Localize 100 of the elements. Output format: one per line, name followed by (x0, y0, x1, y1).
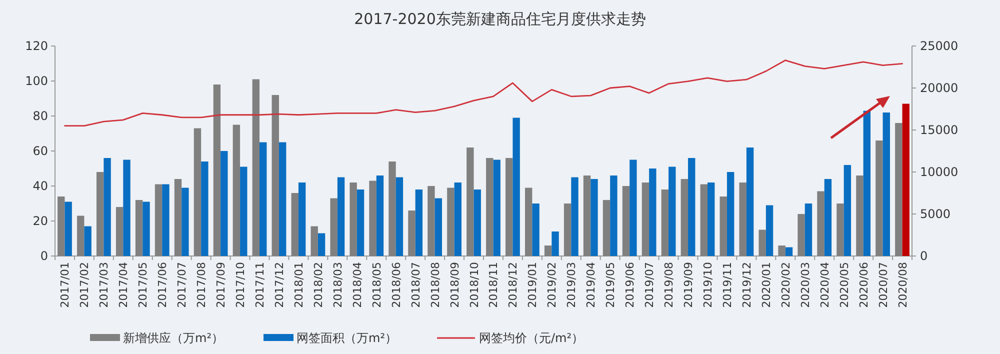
bar (512, 118, 520, 256)
bar (474, 190, 481, 256)
bar (524, 188, 532, 256)
bar (642, 182, 650, 256)
bar (77, 216, 84, 256)
bar (194, 128, 202, 256)
bar (240, 166, 248, 256)
bar (824, 179, 832, 256)
bar (415, 190, 423, 256)
bar (564, 204, 572, 256)
bar (466, 148, 474, 256)
bar (707, 182, 715, 256)
x-tick-label: 2018/08 (428, 262, 442, 308)
x-tick-label: 2019/09 (682, 262, 696, 308)
legend-label: 新增供应（万m²） (123, 331, 224, 345)
x-tick-label: 2020/03 (798, 262, 812, 308)
bar (388, 162, 396, 256)
x-tick-label: 2017/09 (214, 262, 228, 308)
bar (785, 247, 793, 256)
x-tick-label: 2017/01 (58, 262, 72, 308)
x-tick-label: 2018/10 (468, 262, 481, 308)
bar (310, 226, 318, 256)
bar (182, 188, 189, 256)
bar (798, 214, 805, 256)
legend: 网签面积（万m²） (264, 331, 397, 345)
bar (104, 158, 111, 256)
bar (583, 176, 591, 256)
bar (882, 112, 890, 256)
bar (817, 191, 824, 256)
x-tick-label: 2020/01 (760, 262, 773, 308)
bar (350, 182, 357, 256)
bar (610, 176, 618, 256)
bar (602, 200, 610, 256)
legend-label: 网签面积（万m²） (296, 331, 397, 345)
bar (84, 226, 92, 256)
bar (622, 186, 630, 256)
x-tick-label: 2017/10 (234, 262, 248, 308)
x-tick-label: 2019/12 (740, 262, 754, 308)
bar (649, 168, 656, 256)
bar (778, 246, 786, 256)
bar (758, 230, 766, 256)
x-tick-label: 2018/03 (331, 262, 344, 308)
bar (220, 151, 228, 256)
bar (96, 172, 104, 256)
bar (486, 158, 494, 256)
bar (318, 233, 326, 256)
bar (232, 124, 240, 256)
bar (630, 160, 637, 256)
legend: 网签均价（元/m²） (437, 331, 584, 345)
bar (700, 184, 708, 256)
x-tick-label: 2020/02 (779, 262, 792, 308)
x-tick-label: 2019/07 (643, 262, 656, 308)
x-tick-label: 2019/08 (662, 262, 676, 308)
bar (272, 95, 279, 256)
x-tick-label: 2019/06 (624, 262, 637, 308)
x-tick-label: 2018/06 (390, 262, 403, 308)
bar (454, 182, 462, 256)
bar (844, 165, 852, 256)
bar (298, 182, 306, 256)
x-tick-label: 2018/12 (506, 262, 520, 308)
x-tick-label: 2017/02 (78, 262, 92, 308)
bar (376, 176, 384, 256)
x-tick-label: 2017/12 (272, 262, 286, 308)
x-tick-label: 2019/04 (584, 262, 598, 308)
bar (876, 140, 883, 256)
y-tick-label: 20 (32, 214, 48, 228)
bar (116, 207, 124, 256)
bar (661, 190, 669, 256)
bar (58, 196, 65, 256)
bar (739, 182, 746, 256)
x-tick-label: 2020/07 (876, 262, 890, 308)
bar (493, 160, 500, 256)
bar (552, 232, 559, 256)
y2-tick-label: 25000 (920, 39, 958, 53)
bar (532, 204, 540, 256)
bar (369, 180, 376, 256)
y-tick-label: 100 (25, 74, 48, 88)
legend-label: 网签均价（元/m²） (479, 331, 584, 345)
bar (506, 158, 513, 256)
bar (856, 176, 864, 256)
x-tick-label: 2020/05 (838, 262, 851, 308)
x-tick-label: 2017/07 (176, 262, 189, 308)
y-tick-label: 120 (25, 39, 48, 53)
bar (668, 166, 676, 256)
x-tick-label: 2018/07 (409, 262, 422, 308)
y2-tick-label: 15000 (920, 123, 958, 137)
y-tick-label: 0 (40, 249, 48, 263)
x-tick-label: 2017/06 (156, 262, 170, 308)
x-tick-label: 2017/11 (254, 262, 267, 308)
bar (863, 110, 871, 256)
x-tick-label: 2018/09 (448, 262, 462, 308)
bar (902, 104, 910, 256)
y2-tick-label: 10000 (920, 165, 958, 179)
bar (746, 148, 754, 256)
x-tick-label: 2020/08 (896, 262, 910, 308)
bar (836, 204, 844, 256)
bar (688, 158, 696, 256)
bar (895, 123, 902, 256)
bar (135, 200, 143, 256)
bar (408, 210, 416, 256)
